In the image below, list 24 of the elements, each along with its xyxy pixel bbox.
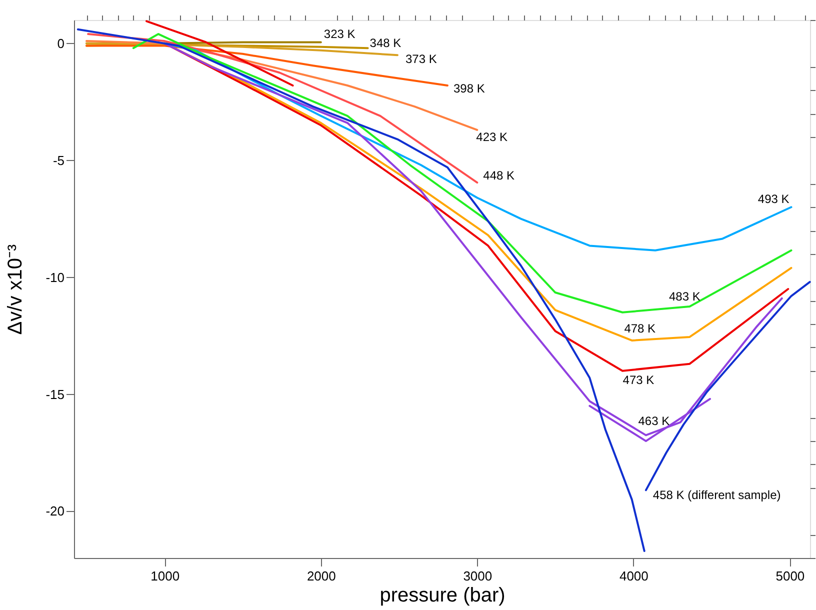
series-label: 473 K	[622, 372, 654, 387]
y-axis-title: Δv/v x10⁻³	[4, 244, 27, 335]
series-label: 348 K	[370, 36, 402, 50]
x-tick-label: 4000	[619, 568, 648, 584]
y-tick-label: -10	[46, 270, 64, 285]
series-label: 398 K	[453, 81, 485, 96]
y-tick-label: -20	[46, 504, 64, 519]
x-tick-label: 5000	[776, 568, 805, 584]
x-tick-label: 3000	[463, 568, 492, 584]
series-label: 463 K	[638, 414, 670, 428]
series-label: 373 K	[405, 52, 437, 66]
y-tick-label: 0	[57, 36, 64, 51]
series-label: 493 K	[758, 192, 790, 206]
y-tick-label: -15	[46, 386, 64, 402]
x-tick-label: 2000	[306, 568, 336, 584]
series-label: 323 K	[324, 27, 356, 42]
y-tick-label: -5	[52, 152, 64, 168]
series-label: 423 K	[476, 130, 508, 144]
series-label: 458 K (different sample)	[652, 488, 781, 502]
series-label: 448 K	[483, 168, 515, 183]
x-axis-title: pressure (bar)	[380, 584, 506, 606]
series-label: 478 K	[624, 321, 656, 336]
series-label: 483 K	[669, 290, 700, 304]
x-tick-label: 1000	[150, 568, 180, 584]
